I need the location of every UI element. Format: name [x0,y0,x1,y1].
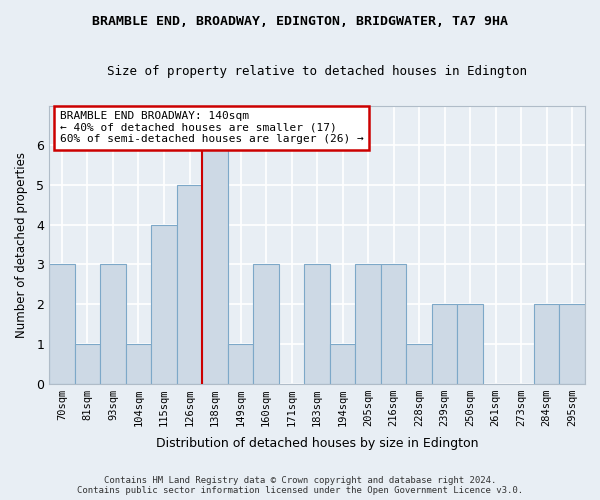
Bar [330,344,355,384]
Bar [49,264,75,384]
X-axis label: Distribution of detached houses by size in Edington: Distribution of detached houses by size … [156,437,478,450]
Bar [381,264,406,384]
Bar [202,146,228,384]
Text: Contains HM Land Registry data © Crown copyright and database right 2024.
Contai: Contains HM Land Registry data © Crown c… [77,476,523,495]
Bar [100,264,126,384]
Bar [253,264,279,384]
Bar [355,264,381,384]
Bar [177,185,202,384]
Bar [75,344,100,384]
Text: BRAMBLE END, BROADWAY, EDINGTON, BRIDGWATER, TA7 9HA: BRAMBLE END, BROADWAY, EDINGTON, BRIDGWA… [92,15,508,28]
Bar [304,264,330,384]
Bar [534,304,559,384]
Bar [126,344,151,384]
Title: Size of property relative to detached houses in Edington: Size of property relative to detached ho… [107,65,527,78]
Text: BRAMBLE END BROADWAY: 140sqm
← 40% of detached houses are smaller (17)
60% of se: BRAMBLE END BROADWAY: 140sqm ← 40% of de… [60,111,364,144]
Bar [457,304,483,384]
Bar [406,344,432,384]
Bar [559,304,585,384]
Y-axis label: Number of detached properties: Number of detached properties [15,152,28,338]
Bar [432,304,457,384]
Bar [228,344,253,384]
Bar [151,224,177,384]
